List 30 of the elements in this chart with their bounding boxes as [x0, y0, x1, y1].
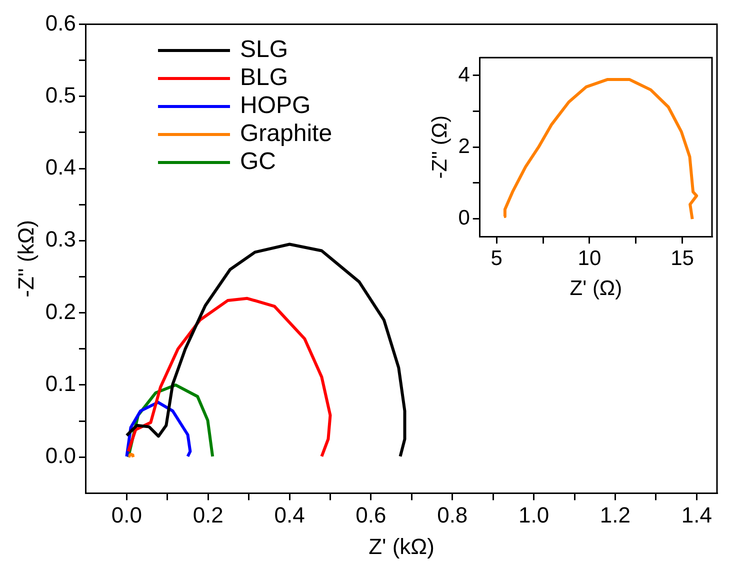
x-tick-label: 0.6 — [356, 502, 386, 528]
x-tick-label: 15 — [670, 246, 694, 270]
y-tick-label: 0.6 — [45, 10, 76, 36]
x-tick-label: 1.4 — [681, 502, 712, 528]
x-tick-label: 10 — [578, 246, 602, 270]
x-tick-label: 0.0 — [111, 502, 142, 528]
y-tick-label: 0.1 — [45, 371, 76, 396]
x-tick-label: 0.2 — [192, 502, 224, 528]
y-tick-label: 0.4 — [45, 154, 76, 180]
x-tick-label: 5 — [490, 246, 502, 270]
x-tick-label: 0.8 — [437, 502, 468, 528]
y-tick-label: 2 — [458, 134, 470, 158]
y-axis-title: -Z'' (kΩ) — [13, 220, 38, 298]
x-tick-label: 1.2 — [600, 502, 631, 528]
legend-label: GC — [240, 148, 276, 176]
y-tick-label: 0.3 — [45, 226, 76, 252]
y-tick-label: 0 — [458, 206, 470, 230]
y-tick-label: 0.0 — [45, 443, 76, 468]
y-tick-label: 0.2 — [45, 298, 76, 324]
y-tick-label: 4 — [458, 63, 470, 86]
legend-label: Graphite — [240, 120, 332, 148]
x-axis-title: Z' (Ω) — [570, 277, 622, 300]
x-axis-title: Z' (kΩ) — [368, 534, 434, 559]
y-axis-title: -Z'' (Ω) — [428, 115, 452, 179]
y-tick-label: 0.5 — [45, 82, 76, 108]
legend-label: HOPG — [240, 92, 311, 120]
legend-label: SLG — [240, 36, 288, 64]
x-tick-label: 1.0 — [518, 502, 550, 528]
legend-label: BLG — [240, 64, 288, 92]
x-tick-label: 0.4 — [274, 502, 305, 528]
